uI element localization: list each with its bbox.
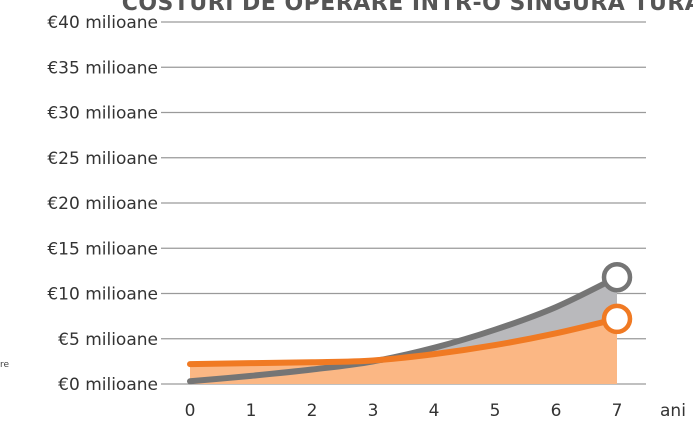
x-tick-label: 0 — [185, 401, 196, 421]
y-tick-label: €25 milioane — [47, 149, 158, 169]
y-tick-label: €20 milioane — [47, 194, 158, 214]
line-layer — [187, 274, 620, 385]
x-tick-label: 3 — [368, 401, 379, 421]
x-axis-labels: 0 1 2 3 4 5 6 7 — [185, 401, 623, 421]
x-tick-label: 7 — [612, 401, 623, 421]
x-tick-label: 1 — [246, 401, 257, 421]
y-tick-label: €40 milioane — [47, 13, 158, 33]
marker-layer — [601, 261, 633, 335]
y-axis-labels: €0 milioane €5 milioane €10 milioane €15 mi… — [47, 13, 158, 395]
left-fragment-text: re — [0, 360, 10, 370]
x-tick-label: 4 — [429, 401, 440, 421]
series-0-end-marker — [601, 261, 633, 293]
series-0-line — [187, 274, 620, 385]
series-1-line — [187, 315, 620, 368]
x-axis-title: ani — [660, 401, 686, 421]
y-tick-label: €10 milioane — [47, 285, 158, 305]
series-1-end-marker — [601, 303, 633, 335]
x-tick-label: 5 — [490, 401, 501, 421]
y-tick-label: €0 milioane — [58, 375, 158, 395]
grid-layer — [161, 21, 646, 385]
y-tick-label: €30 milioane — [47, 104, 158, 124]
y-tick-label: €5 milioane — [58, 330, 158, 350]
y-tick-label: €15 milioane — [47, 239, 158, 259]
x-tick-label: 6 — [551, 401, 562, 421]
series-1-area — [190, 318, 617, 384]
y-tick-label: €35 milioane — [47, 58, 158, 78]
x-tick-label: 2 — [307, 401, 318, 421]
area-layer — [190, 277, 617, 384]
chart-title: COSTURI DE OPERARE INTR-O SINGURA TURA — [122, 0, 693, 16]
